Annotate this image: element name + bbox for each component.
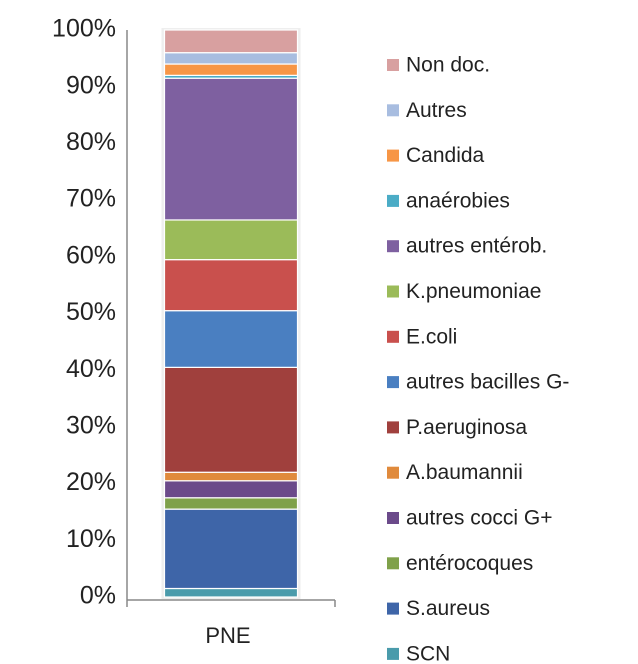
y-tick-label: 100%: [52, 15, 116, 43]
legend-swatch: [387, 59, 399, 71]
legend-swatch: [387, 647, 399, 660]
bar-segment: [163, 471, 299, 482]
y-tick-label: 60%: [66, 241, 116, 269]
y-tick-label: 50%: [66, 298, 116, 326]
legend-swatch: [387, 149, 399, 162]
legend-label: Autres: [406, 99, 467, 122]
legend-swatch: [387, 466, 399, 479]
bar-segment: [163, 480, 299, 499]
legend-swatch: [387, 240, 399, 253]
bar-segment: [163, 508, 299, 590]
x-tick-label: PNE: [205, 623, 250, 648]
legend-swatch: [387, 194, 399, 207]
legend-label: autres entérob.: [406, 235, 547, 258]
legend-swatch: [387, 104, 399, 117]
legend-label: Non doc.: [406, 54, 490, 77]
bar-segment: [163, 219, 299, 261]
bar-segment: [163, 77, 299, 221]
y-tick-label: 20%: [66, 468, 116, 496]
y-tick-label: 30%: [66, 412, 116, 440]
legend-label: entérocoques: [406, 552, 533, 575]
legend-label: autres cocci G+: [406, 507, 552, 530]
legend-swatch: [387, 330, 399, 343]
bar-segment: [163, 52, 299, 65]
legend-label: K.pneumoniae: [406, 280, 541, 303]
y-tick-label: 70%: [66, 185, 116, 213]
legend-swatch: [387, 285, 399, 298]
y-tick-label: 80%: [66, 128, 116, 156]
legend-label: E.coli: [406, 325, 457, 348]
legend-label: autres bacilles G-: [406, 371, 569, 394]
y-tick-label: 90%: [66, 71, 116, 99]
y-tick-label: 40%: [66, 355, 116, 383]
bar-segment: [163, 497, 299, 510]
bar-segment: [163, 587, 299, 598]
legend-label: anaérobies: [406, 189, 510, 212]
bar-segment: [163, 259, 299, 312]
y-tick-label: 0%: [80, 582, 116, 610]
bar-segment: [163, 366, 299, 473]
y-tick-label: 10%: [66, 525, 116, 553]
legend-label: SCN: [406, 642, 450, 664]
bar-segment: [163, 29, 299, 54]
legend-label: S.aureus: [406, 597, 490, 620]
legend-swatch: [387, 512, 399, 524]
legend-label: A.baumannii: [406, 461, 523, 484]
legend-swatch: [387, 376, 399, 389]
legend-swatch: [387, 602, 399, 615]
bar-segment: [163, 310, 299, 368]
legend-swatch: [387, 421, 399, 434]
bar-segment: [163, 63, 299, 76]
legend-label: Candida: [406, 144, 485, 167]
legend-swatch: [387, 557, 399, 570]
legend-label: P.aeruginosa: [406, 416, 527, 439]
